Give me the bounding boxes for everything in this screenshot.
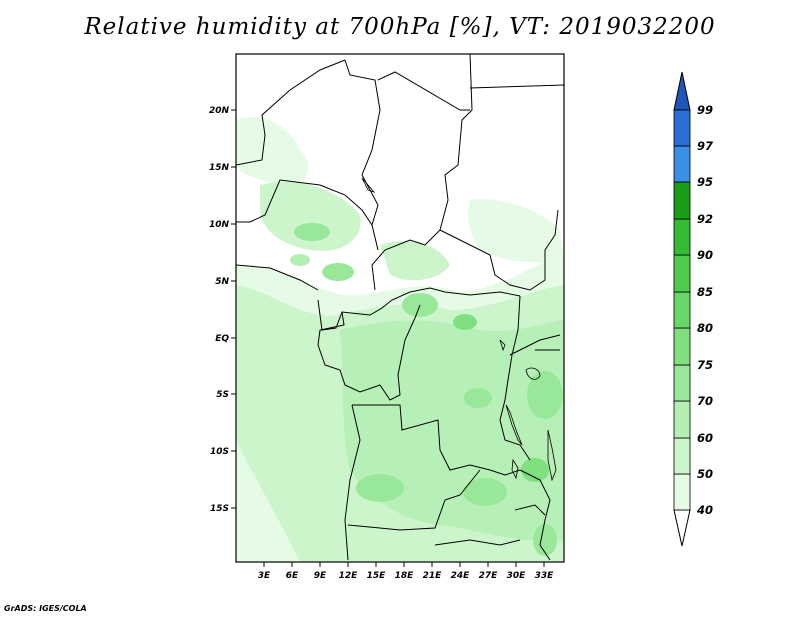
lat-label: 15S: [210, 504, 229, 514]
lat-label: 20N: [209, 106, 230, 116]
lon-label: 6E: [286, 571, 299, 581]
latitude-axis: 20N 15N 10N 5N EQ 5S 10S 15S: [209, 106, 236, 514]
colorbar-segment: [673, 364, 691, 402]
colorbar-label: 92: [697, 212, 713, 226]
colorbar-label: 85: [697, 285, 713, 299]
colorbar-segment: [673, 400, 691, 439]
colorbar-label: 90: [697, 248, 713, 262]
colorbar-label: 60: [697, 431, 713, 445]
lon-label: 30E: [507, 571, 527, 581]
colorbar-label: 99: [697, 103, 713, 117]
colorbar-segment: [673, 327, 691, 366]
lat-label: 5S: [216, 390, 229, 400]
humidity-field: [236, 54, 564, 562]
colorbar-segment: [673, 109, 691, 147]
plot-frame: [235, 53, 565, 563]
colorbar-label: 40: [696, 503, 713, 517]
lon-label: 12E: [339, 571, 359, 581]
colorbar-segment: [673, 145, 691, 183]
colorbar: 40 50 60 70 75 80 85 90 92 95 97 99: [673, 71, 713, 547]
lon-label: 9E: [314, 571, 327, 581]
map-title: Relative humidity at 700hPa [%], VT: 201…: [84, 14, 716, 40]
colorbar-label: 95: [697, 175, 713, 189]
lat-label: 5N: [215, 277, 229, 287]
colorbar-max-triangle: [673, 71, 691, 111]
lat-label: 10S: [210, 447, 229, 457]
lakes: [361, 177, 557, 482]
longitude-axis: 3E 6E 9E 12E 15E 18E 21E 24E 27E 30E 33E: [258, 562, 554, 581]
colorbar-min-triangle: [673, 509, 691, 547]
colorbar-label: 50: [697, 467, 713, 481]
colorbar-label: 97: [697, 139, 713, 153]
lat-label: 10N: [209, 220, 230, 230]
colorbar-segment: [673, 291, 691, 329]
lon-label: 18E: [395, 571, 415, 581]
lon-label: 24E: [451, 571, 471, 581]
colorbar-label: 70: [697, 394, 713, 408]
lon-label: 21E: [423, 571, 443, 581]
lon-label: 27E: [479, 571, 499, 581]
colorbar-label: 80: [697, 321, 713, 335]
colorbar-segment: [673, 473, 691, 511]
lat-label: 15N: [209, 163, 230, 173]
country-borders: [236, 54, 564, 561]
colorbar-label: 75: [697, 358, 713, 372]
lon-label: 3E: [258, 571, 271, 581]
colorbar-segment: [673, 181, 691, 220]
colorbar-segment: [673, 254, 691, 293]
grads-credit: GrADS: IGES/COLA: [4, 604, 87, 613]
lon-label: 33E: [535, 571, 555, 581]
lon-label: 15E: [367, 571, 387, 581]
colorbar-segment: [673, 218, 691, 256]
colorbar-segment: [673, 437, 691, 475]
lat-label: EQ: [215, 334, 229, 344]
